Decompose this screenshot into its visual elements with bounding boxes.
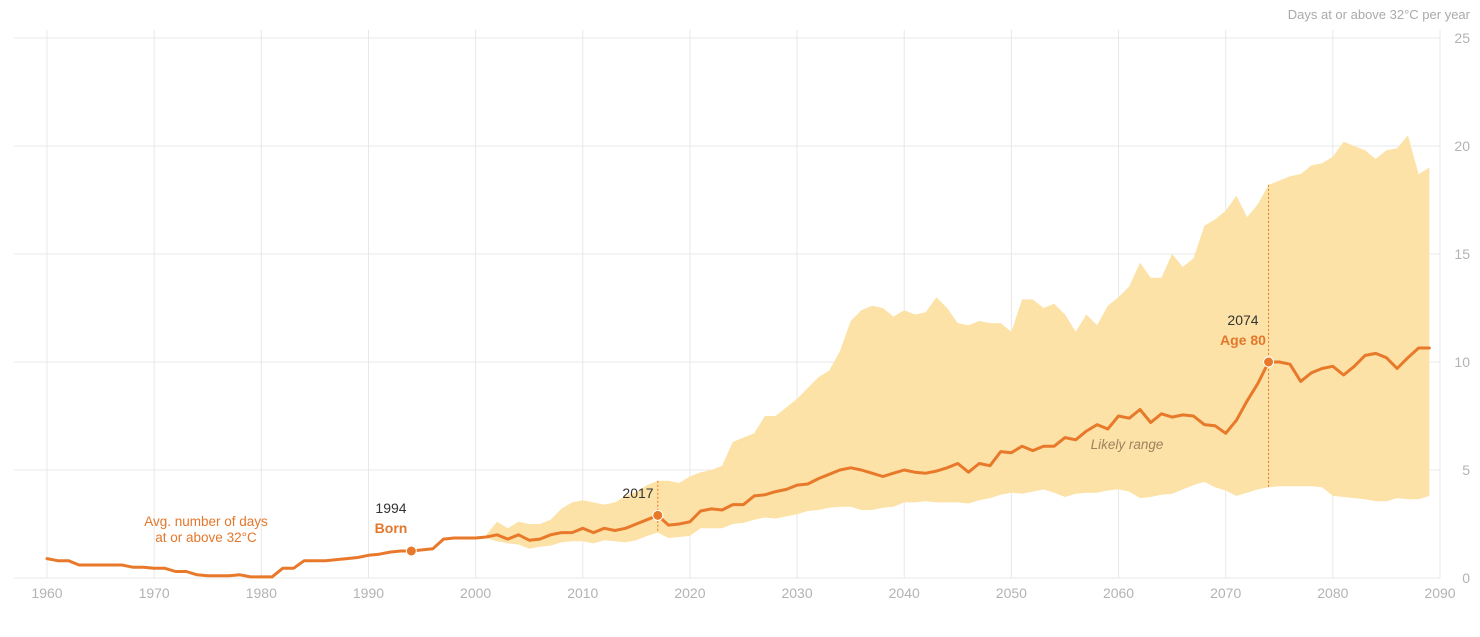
y-tick-25: 25 — [1454, 30, 1470, 46]
y-tick-10: 10 — [1454, 354, 1470, 370]
marker-2074 — [1263, 356, 1275, 368]
likely-range-band — [486, 135, 1430, 549]
avg-label-line2: at or above 32°C — [155, 530, 257, 545]
age80-year-label: 2074 — [1227, 312, 1258, 328]
born-year-label: 1994 — [375, 500, 406, 516]
avg-days-line — [45, 346, 1431, 579]
x-tick-2030: 2030 — [781, 585, 812, 601]
year-2017-label: 2017 — [622, 485, 653, 501]
x-tick-1990: 1990 — [353, 585, 384, 601]
likely-range-label: Likely range — [1091, 437, 1164, 452]
x-tick-2010: 2010 — [567, 585, 598, 601]
y-axis-ticks: 0 5 10 15 20 25 — [1454, 30, 1470, 586]
y-tick-20: 20 — [1454, 138, 1470, 154]
x-tick-2020: 2020 — [674, 585, 705, 601]
age80-label: Age 80 — [1220, 332, 1266, 348]
x-tick-2080: 2080 — [1317, 585, 1348, 601]
x-tick-1970: 1970 — [139, 585, 170, 601]
x-axis-ticks: 1960 1970 1980 1990 2000 2010 2020 2030 2040 2050… — [31, 585, 1455, 601]
x-tick-2090: 2090 — [1424, 585, 1455, 601]
x-tick-2050: 2050 — [996, 585, 1027, 601]
x-tick-1960: 1960 — [31, 585, 62, 601]
x-tick-2040: 2040 — [889, 585, 920, 601]
y-tick-0: 0 — [1462, 570, 1470, 586]
marker-2017 — [652, 509, 664, 521]
grid-horizontal — [14, 37, 1440, 579]
y-tick-5: 5 — [1462, 462, 1470, 478]
y-tick-15: 15 — [1454, 246, 1470, 262]
x-tick-2070: 2070 — [1210, 585, 1241, 601]
marker-1994 — [405, 545, 417, 557]
y-axis-label: Days at or above 32°C per year — [1288, 7, 1471, 22]
x-tick-1980: 1980 — [246, 585, 277, 601]
guide-lines — [657, 184, 1270, 533]
born-label: Born — [375, 520, 408, 536]
avg-label-line1: Avg. number of days — [144, 514, 268, 529]
highlight-markers — [405, 356, 1275, 557]
x-tick-2000: 2000 — [460, 585, 491, 601]
x-tick-2060: 2060 — [1103, 585, 1134, 601]
